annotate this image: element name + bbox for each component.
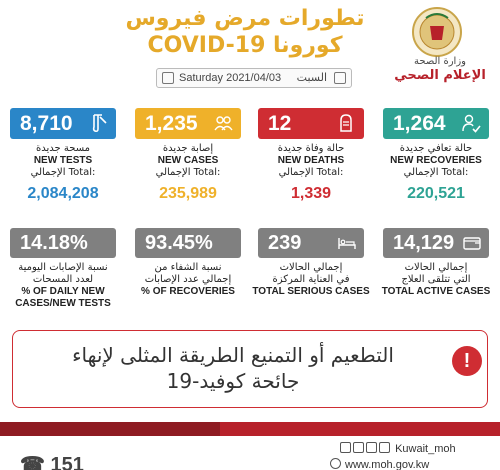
total-tests-value: 2,084,208: [27, 185, 99, 202]
total-cases-value: 235,989: [159, 185, 217, 202]
new-deaths-total-label: الإجمالي Total:: [278, 167, 344, 178]
social-handle-text: Kuwait_moh: [395, 443, 456, 455]
active-cases-label-ar-2: التي تتلقى العلاج: [401, 274, 471, 285]
daily-rate-label-en-1: % OF DAILY NEW: [21, 286, 105, 297]
page-title-arabic: تطورات مرض فيروس: [125, 6, 365, 31]
new-tests-card: 8,710: [10, 108, 116, 139]
calendar-icon: [334, 72, 346, 84]
ministry-department: الإعلام الصحي: [394, 68, 486, 83]
new-cases-label: إصابة جديدة NEW CASES الإجمالي Total:: [135, 143, 241, 179]
phone-icon: ☎: [20, 454, 45, 470]
new-cases-label-ar: إصابة جديدة: [162, 143, 214, 154]
serious-cases-label-en: TOTAL SERIOUS CASES: [252, 286, 370, 297]
new-recoveries-card: 1,264: [383, 108, 489, 139]
new-recoveries-value: 1,264: [393, 112, 446, 135]
total-recoveries-value: 220,521: [407, 185, 465, 202]
new-recoveries-total-label: الإجمالي Total:: [403, 167, 469, 178]
serious-cases-label: إجمالي الحالات في العناية المركزة TOTAL …: [252, 262, 370, 298]
new-cases-value: 1,235: [145, 112, 198, 135]
new-tests-total-label: الإجمالي Total:: [30, 167, 96, 178]
active-cases-label-en: TOTAL ACTIVE CASES: [381, 286, 491, 297]
hotline-number: ☎ 151: [20, 452, 84, 470]
daily-rate-card: 14.18%: [10, 228, 116, 258]
new-deaths-label-ar: حالة وفاة جديدة: [277, 143, 345, 154]
website-link[interactable]: www.moh.gov.kw: [330, 458, 429, 470]
recovery-rate-label-en: % OF RECOVERIES: [141, 286, 235, 297]
serious-cases-card: 239: [258, 228, 364, 258]
bed-icon: [338, 238, 356, 249]
new-tests-label-en: NEW TESTS: [33, 155, 93, 166]
ministry-title: وزارة الصحة: [414, 56, 466, 67]
social-handle[interactable]: Kuwait_moh: [340, 442, 456, 455]
active-cases-value: 14,129: [393, 232, 455, 254]
new-deaths-label: حالة وفاة جديدة NEW DEATHS الإجمالي Tota…: [258, 143, 364, 179]
serious-cases-label-ar-2: في العناية المركزة: [272, 274, 350, 285]
day-arabic: السبت: [296, 71, 327, 84]
daily-rate-value: 14.18%: [20, 232, 88, 254]
instagram-icon[interactable]: [353, 442, 364, 453]
twitter-icon[interactable]: [366, 442, 377, 453]
new-deaths-value: 12: [268, 112, 292, 135]
new-cases-label-en: NEW CASES: [157, 155, 219, 166]
website-text: www.moh.gov.kw: [345, 459, 430, 470]
calendar-icon: [162, 72, 174, 84]
serious-cases-label-ar-1: إجمالي الحالات: [279, 262, 343, 273]
date-bar: Saturday 2021/04/03 السبت: [156, 68, 352, 88]
daily-rate-label-en-2: CASES/NEW TESTS: [15, 298, 111, 309]
new-recoveries-label-ar: حالة تعافي جديدة: [399, 143, 473, 154]
hotline-text: 151: [50, 454, 84, 470]
recovery-rate-label-ar-2: إجمالي عدد الإصابات: [144, 274, 232, 285]
facebook-icon[interactable]: [340, 442, 351, 453]
page-title-covid: COVID-19 كورونا: [147, 33, 343, 58]
daily-rate-label-ar-2: لعدد المسحات: [32, 274, 94, 285]
vaccination-message-box: التطعيم أو التمنيع الطريقة المثلى لإنهاء…: [12, 330, 488, 408]
tombstone-icon: [340, 114, 352, 132]
new-deaths-label-en: NEW DEATHS: [277, 155, 345, 166]
recovered-person-icon: [462, 114, 481, 133]
daily-rate-label: نسبة الإصابات اليومية لعدد المسحات % OF …: [4, 262, 122, 310]
people-icon: [214, 116, 233, 131]
alert-icon: !: [452, 346, 482, 376]
active-cases-label-ar-1: إجمالي الحالات: [404, 262, 468, 273]
ministry-name: وزارة الصحة الإعلام الصحي: [392, 56, 488, 84]
total-deaths-value: 1,339: [290, 185, 332, 202]
daily-rate-label-ar-1: نسبة الإصابات اليومية: [18, 262, 108, 273]
date-text: Saturday 2021/04/03: [179, 72, 282, 84]
new-deaths-card: 12: [258, 108, 364, 139]
ministry-logo: [408, 6, 466, 58]
recovery-rate-label: نسبة الشفاء من إجمالي عدد الإصابات % OF …: [129, 262, 247, 298]
recovery-rate-card: 93.45%: [135, 228, 241, 258]
serious-cases-value: 239: [268, 232, 302, 254]
message-line-1: التطعيم أو التمنيع الطريقة المثلى لإنهاء: [72, 343, 394, 367]
recovery-rate-value: 93.45%: [145, 232, 213, 254]
new-tests-label: مسحة جديدة NEW TESTS الإجمالي Total:: [10, 143, 116, 179]
new-cases-card: 1,235: [135, 108, 241, 139]
wallet-icon: [463, 237, 481, 250]
youtube-icon[interactable]: [379, 442, 390, 453]
active-cases-label: إجمالي الحالات التي تتلقى العلاج TOTAL A…: [377, 262, 495, 298]
recovery-rate-label-ar-1: نسبة الشفاء من: [154, 262, 222, 273]
active-cases-card: 14,129: [383, 228, 489, 258]
globe-icon: [330, 458, 341, 469]
new-tests-value: 8,710: [20, 112, 73, 135]
new-recoveries-label: حالة تعافي جديدة NEW RECOVERIES الإجمالي…: [383, 143, 489, 179]
new-cases-total-label: الإجمالي Total:: [155, 167, 221, 178]
message-line-2: جائحة كوفيد-19: [166, 369, 300, 393]
new-tests-label-ar: مسحة جديدة: [36, 143, 90, 154]
test-tube-icon: [92, 114, 107, 133]
new-recoveries-label-en: NEW RECOVERIES: [390, 155, 482, 166]
footer-band-accent: [0, 422, 220, 436]
